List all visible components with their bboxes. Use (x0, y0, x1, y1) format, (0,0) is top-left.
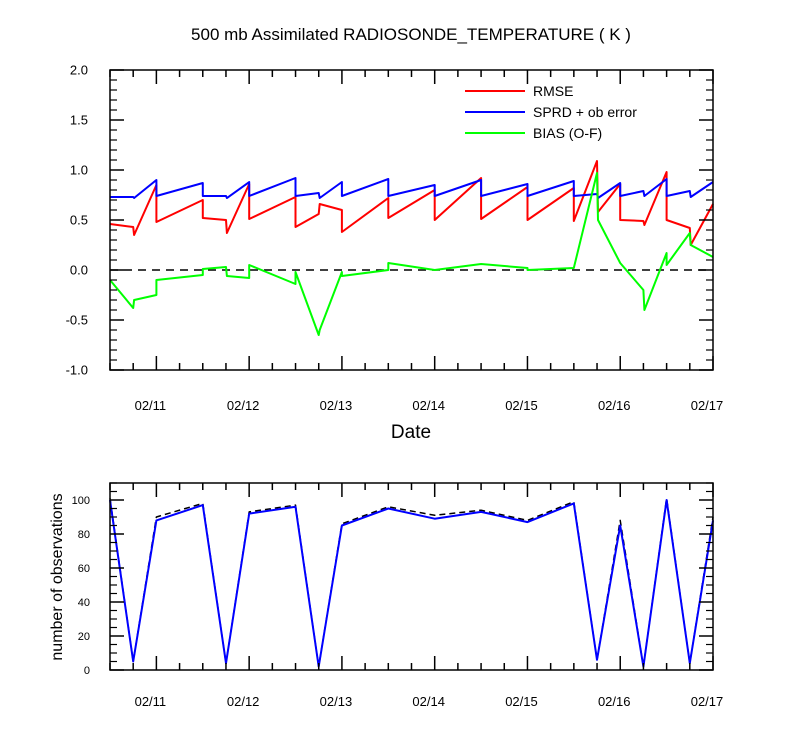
legend-label-bias: BIAS (O-F) (533, 125, 602, 141)
x-tick-label: 02/12 (227, 694, 260, 709)
x-tick-label: 02/11 (135, 694, 167, 709)
series-line-possible (109, 497, 714, 668)
x-tick-label: 02/17 (691, 398, 724, 413)
top-ticks: 02/11 02/12 02/13 02/14 02/15 02/16 02/17 -1.0 -… (66, 63, 724, 413)
x-tick-label: 02/15 (505, 398, 538, 413)
y-tick-label: 0 (84, 665, 90, 677)
y-tick-label: 80 (78, 529, 90, 541)
x-tick-label: 02/14 (412, 694, 445, 709)
y-tick-label: 0.5 (70, 213, 88, 228)
x-tick-label: 02/13 (320, 398, 353, 413)
chart-title: 500 mb Assimilated RADIOSONDE_TEMPERATUR… (191, 25, 631, 44)
x-tick-label: 02/17 (691, 694, 724, 709)
y-tick-label: 100 (72, 495, 90, 507)
x-tick-label: 02/15 (505, 694, 538, 709)
legend-label-spread: SPRD + ob error (533, 104, 637, 120)
x-tick-label: 02/16 (598, 694, 631, 709)
y-tick-label: 0.0 (70, 263, 88, 278)
y-tick-label: 1.5 (70, 113, 88, 128)
x-tick-label: 02/11 (135, 398, 167, 413)
x-tick-label: 02/12 (227, 398, 260, 413)
y-tick-label: -1.0 (66, 363, 88, 378)
y-axis-label: number of observations (49, 493, 66, 660)
x-tick-label: 02/13 (320, 694, 353, 709)
x-tick-label: 02/14 (412, 398, 445, 413)
series-line-sprd-ob-error (110, 177, 714, 199)
legend: RMSE SPRD + ob error BIAS (O-F) (465, 83, 637, 141)
y-tick-label: 60 (78, 563, 90, 575)
top-panel: 500 mb Assimilated RADIOSONDE_TEMPERATUR… (66, 25, 724, 443)
bottom-series-layer (109, 497, 714, 668)
top-series-layer (109, 160, 714, 336)
bottom-ticks: 02/11 02/12 02/13 02/14 02/15 02/16 02/17 0 20 40… (72, 482, 724, 709)
y-tick-label: 20 (78, 631, 90, 643)
series-line-bias-o-f (109, 172, 714, 336)
series-line-rmse (109, 160, 714, 246)
y-tick-label: 40 (78, 597, 90, 609)
series-line-assimilated (109, 499, 714, 668)
legend-label-rmse: RMSE (533, 83, 573, 99)
y-tick-label: 2.0 (70, 63, 88, 78)
bottom-panel: 02/11 02/12 02/13 02/14 02/15 02/16 02/17 0 20 40… (49, 482, 724, 709)
y-tick-label: 1.0 (70, 163, 88, 178)
x-axis-label: Date (391, 422, 431, 443)
y-tick-label: -0.5 (66, 313, 88, 328)
x-tick-label: 02/16 (598, 398, 631, 413)
